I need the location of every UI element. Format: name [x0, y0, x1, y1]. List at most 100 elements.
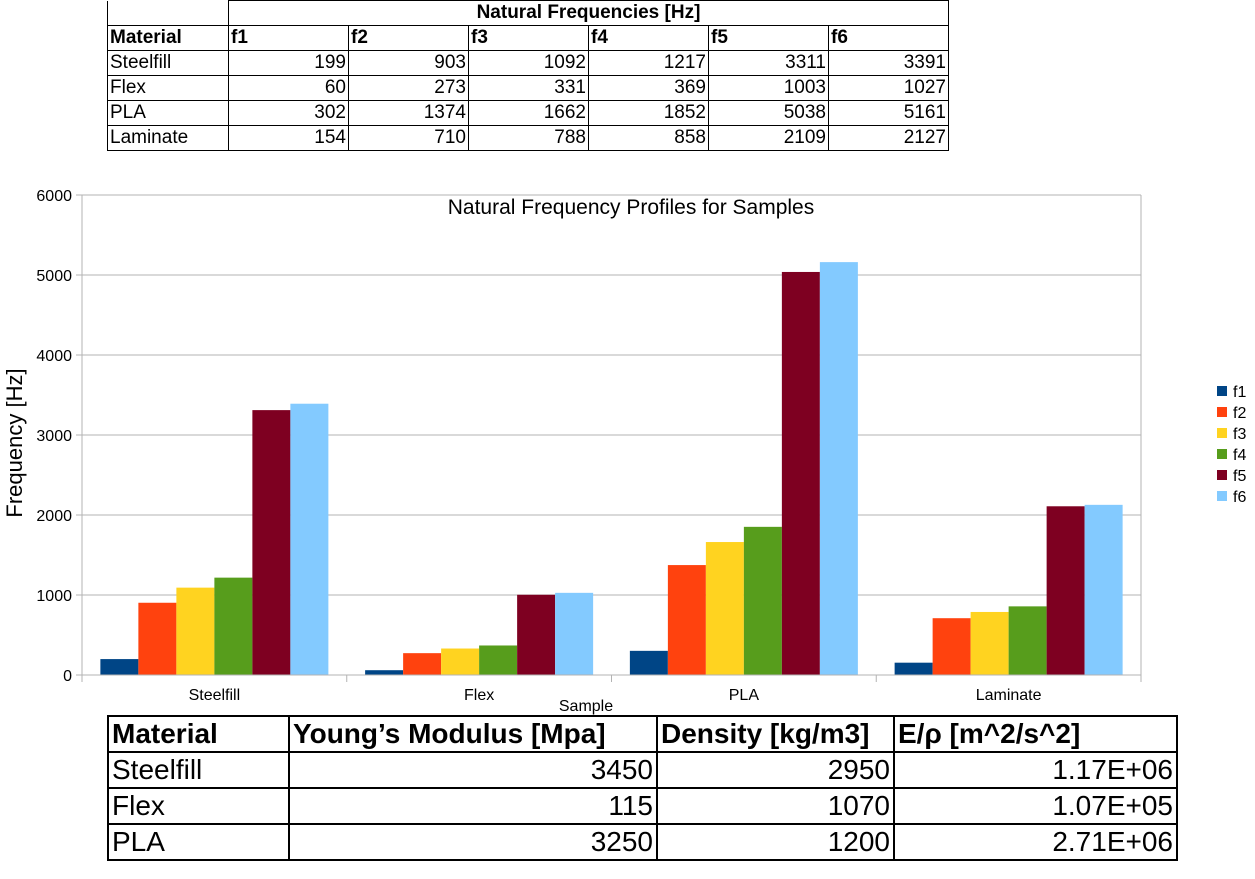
- legend-swatch-f2: [1217, 407, 1227, 417]
- x-tick-label: Flex: [464, 687, 494, 704]
- value-cell: 2127: [828, 125, 949, 151]
- bar-f1: [365, 670, 404, 675]
- value-cell: 1092: [468, 50, 589, 76]
- bar-f3: [970, 611, 1009, 675]
- legend: f1 f2 f3 f4 f5 f6: [1217, 384, 1246, 506]
- column-header-f3: f3: [468, 25, 589, 51]
- value-cell: 903: [348, 50, 469, 76]
- youngs-modulus-table: Material Young’s Modulus [Mpa] Density […: [107, 715, 1178, 861]
- value-cell: 1374: [348, 100, 469, 126]
- value-cell: 1003: [708, 75, 829, 101]
- legend-swatch-f1: [1217, 386, 1227, 396]
- material-cell: Flex: [107, 787, 290, 825]
- column-header-specific-modulus: E/ρ [m^2/s^2]: [893, 715, 1178, 753]
- bar-f4: [479, 645, 518, 675]
- bar-f2: [667, 565, 706, 675]
- bar-f1: [100, 659, 139, 675]
- value-cell: 3450: [288, 751, 658, 789]
- legend-swatch-f4: [1217, 449, 1227, 459]
- y-axis-label: Frequency [Hz]: [2, 368, 27, 517]
- table-corner-cell: [107, 0, 229, 26]
- bar-f6: [290, 403, 329, 675]
- table-row: Steelfill 3450 2950 1.17E+06: [107, 751, 1178, 789]
- bar-f5: [517, 594, 556, 675]
- bar-f1: [629, 650, 668, 675]
- legend-swatch-f5: [1217, 470, 1227, 480]
- bar-f2: [138, 602, 177, 675]
- bar-f2: [403, 653, 442, 675]
- bar-f4: [743, 526, 782, 675]
- legend-swatch-f3: [1217, 428, 1227, 438]
- bar-f3: [705, 542, 744, 675]
- material-cell: Flex: [107, 75, 229, 101]
- bars: [100, 262, 1123, 675]
- material-cell: Steelfill: [107, 751, 290, 789]
- bar-f4: [1008, 606, 1047, 675]
- value-cell: 369: [588, 75, 709, 101]
- value-cell: 115: [288, 787, 658, 825]
- value-cell: 5161: [828, 100, 949, 126]
- chart-title: Natural Frequency Profiles for Samples: [448, 196, 815, 219]
- y-tick-label: 1000: [36, 588, 72, 605]
- bar-f5: [1046, 506, 1085, 675]
- table-row: Flex 115 1070 1.07E+05: [107, 787, 1178, 825]
- value-cell: 302: [228, 100, 349, 126]
- legend-label: f2: [1233, 405, 1246, 422]
- value-cell: 788: [468, 125, 589, 151]
- legend-label: f6: [1233, 489, 1246, 506]
- value-cell: 2950: [656, 751, 895, 789]
- value-cell: 1852: [588, 100, 709, 126]
- x-tick-label: Laminate: [976, 687, 1042, 704]
- table-row: PLA 302 1374 1662 1852 5038 5161: [107, 100, 949, 126]
- column-header-density: Density [kg/m3]: [656, 715, 895, 753]
- material-cell: Laminate: [107, 125, 229, 151]
- column-header-f1: f1: [228, 25, 349, 51]
- column-header-material: Material: [107, 25, 229, 51]
- value-cell: 710: [348, 125, 469, 151]
- material-cell: Steelfill: [107, 50, 229, 76]
- value-cell: 5038: [708, 100, 829, 126]
- bar-f3: [441, 648, 480, 675]
- value-cell: 1200: [656, 823, 895, 861]
- y-tick-label: 3000: [36, 428, 72, 445]
- value-cell: 3250: [288, 823, 658, 861]
- value-cell: 60: [228, 75, 349, 101]
- value-cell: 2109: [708, 125, 829, 151]
- bar-f6: [819, 262, 858, 675]
- value-cell: 1070: [656, 787, 895, 825]
- value-cell: 3311: [708, 50, 829, 76]
- y-tick-label: 5000: [36, 268, 72, 285]
- table-title-row: Natural Frequencies [Hz]: [107, 0, 949, 26]
- value-cell: 273: [348, 75, 469, 101]
- bar-f4: [214, 577, 253, 675]
- column-header-material: Material: [107, 715, 290, 753]
- value-cell: 1.07E+05: [893, 787, 1178, 825]
- table-header-row: Material Young’s Modulus [Mpa] Density […: [107, 715, 1178, 753]
- value-cell: 858: [588, 125, 709, 151]
- x-tick-label: Steelfill: [189, 687, 241, 704]
- bar-f5: [252, 410, 291, 675]
- y-tick-label: 4000: [36, 348, 72, 365]
- value-cell: 331: [468, 75, 589, 101]
- x-tick-label: PLA: [729, 687, 760, 704]
- value-cell: 3391: [828, 50, 949, 76]
- table-row: PLA 3250 1200 2.71E+06: [107, 823, 1178, 861]
- table-title: Natural Frequencies [Hz]: [228, 0, 949, 26]
- y-tick-label: 0: [63, 668, 72, 685]
- legend-label: f5: [1233, 468, 1246, 485]
- natural-frequencies-table: Natural Frequencies [Hz] Material f1 f2 …: [107, 0, 949, 151]
- x-axis-label: Sample: [559, 698, 613, 715]
- legend-label: f4: [1233, 447, 1246, 464]
- axes: 0 1000 2000 3000 4000 5000 6000 Steelfill Flex PL…: [36, 188, 1142, 704]
- frequency-bar-chart: 0 1000 2000 3000 4000 5000 6000 Steelfill Flex PL…: [2, 188, 1246, 715]
- value-cell: 199: [228, 50, 349, 76]
- material-cell: PLA: [107, 823, 290, 861]
- bar-f3: [176, 587, 215, 675]
- table-row: Steelfill 199 903 1092 1217 3311 3391: [107, 50, 949, 76]
- column-header-f6: f6: [828, 25, 949, 51]
- value-cell: 1217: [588, 50, 709, 76]
- legend-swatch-f6: [1217, 491, 1227, 501]
- bar-f6: [555, 592, 594, 675]
- value-cell: 1027: [828, 75, 949, 101]
- value-cell: 2.71E+06: [893, 823, 1178, 861]
